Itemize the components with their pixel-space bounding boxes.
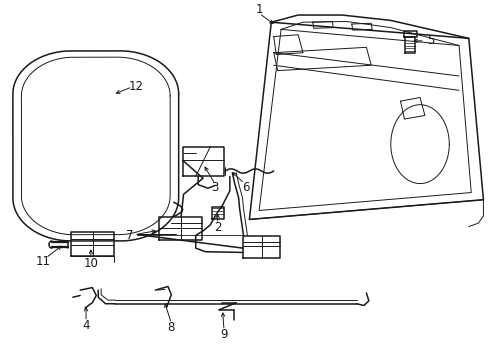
Text: 2: 2 — [213, 221, 221, 234]
Text: 3: 3 — [211, 181, 219, 194]
Text: 9: 9 — [220, 328, 227, 341]
Text: 7: 7 — [126, 229, 133, 242]
Text: 10: 10 — [83, 257, 98, 270]
Text: 1: 1 — [255, 3, 263, 16]
Text: 5: 5 — [426, 34, 433, 48]
Text: 8: 8 — [167, 321, 175, 334]
Text: 6: 6 — [241, 181, 249, 194]
Text: 11: 11 — [36, 255, 51, 268]
Text: 12: 12 — [128, 80, 143, 93]
Text: 4: 4 — [82, 319, 90, 332]
